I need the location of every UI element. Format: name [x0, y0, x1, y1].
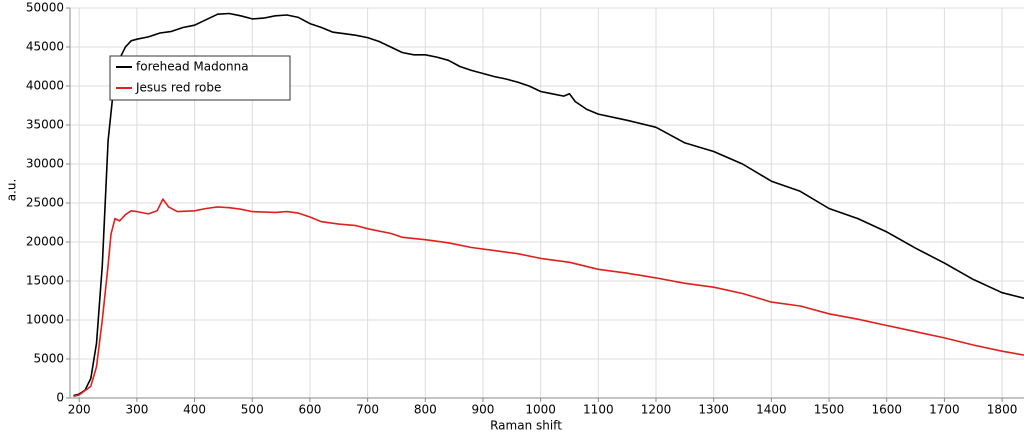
y-tick-label: 35000 [26, 118, 64, 132]
x-tick-label: 600 [298, 403, 321, 417]
x-tick-label: 300 [125, 403, 148, 417]
x-tick-label: 800 [414, 403, 437, 417]
y-tick-label: 30000 [26, 157, 64, 171]
y-axis-title: a.u. [5, 179, 19, 202]
x-tick-label: 500 [241, 403, 264, 417]
legend-label: forehead Madonna [136, 60, 249, 74]
y-tick-label: 45000 [26, 40, 64, 54]
x-tick-label: 1200 [641, 403, 672, 417]
legend-label: Jesus red robe [135, 81, 221, 95]
x-tick-label: 400 [183, 403, 206, 417]
x-axis-title: Raman shift [490, 419, 562, 433]
x-tick-label: 200 [68, 403, 91, 417]
x-tick-label: 1400 [756, 403, 787, 417]
x-tick-label: 900 [472, 403, 495, 417]
y-tick-label: 10000 [26, 313, 64, 327]
y-tick-label: 20000 [26, 235, 64, 249]
x-tick-label: 1000 [525, 403, 556, 417]
x-tick-label: 1100 [583, 403, 614, 417]
x-tick-label: 1700 [929, 403, 960, 417]
y-tick-label: 15000 [26, 274, 64, 288]
x-tick-label: 1500 [814, 403, 845, 417]
y-tick-label: 5000 [33, 352, 64, 366]
y-tick-label: 0 [56, 391, 64, 405]
y-tick-label: 25000 [26, 196, 64, 210]
y-tick-label: 40000 [26, 79, 64, 93]
legend-box [109, 55, 291, 101]
x-tick-label: 1600 [871, 403, 902, 417]
x-tick-label: 1300 [698, 403, 729, 417]
y-tick-label: 50000 [26, 1, 64, 15]
x-tick-label: 700 [356, 403, 379, 417]
x-tick-label: 1800 [987, 403, 1018, 417]
line-series [73, 198, 1024, 398]
line-series [73, 12, 1024, 397]
